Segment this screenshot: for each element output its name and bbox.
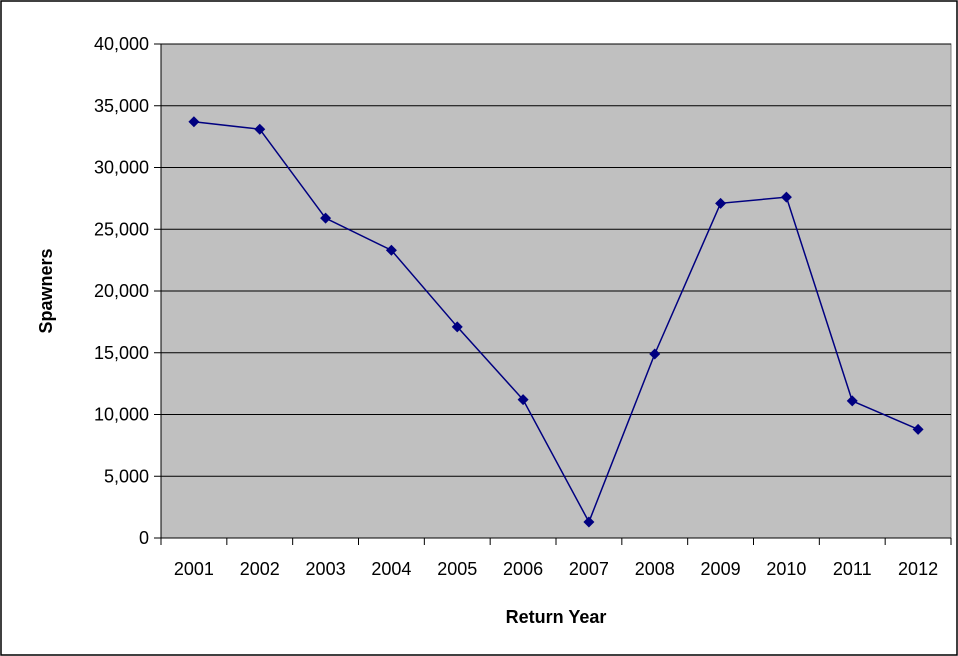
y-axis-title: Spawners — [36, 248, 56, 333]
y-tick-label: 5,000 — [104, 466, 149, 486]
data-point-marker — [715, 197, 727, 209]
y-tick-label: 35,000 — [94, 96, 149, 116]
series-line — [193, 121, 919, 524]
x-tick-label: 2004 — [371, 559, 411, 579]
x-tick-label: 2008 — [635, 559, 675, 579]
x-tick-label: 2002 — [240, 559, 280, 579]
data-point-marker — [188, 116, 200, 128]
data-point-marker — [780, 191, 792, 203]
x-tick-label: 2012 — [898, 559, 938, 579]
x-tick-label: 2007 — [569, 559, 609, 579]
x-tick-label: 2010 — [766, 559, 806, 579]
gridlines — [161, 43, 951, 477]
x-tick-label: 2006 — [503, 559, 543, 579]
x-tick-label: 2001 — [174, 559, 214, 579]
x-tick-labels: 2001 2002 2003 2004 2005 2006 2007 2008 2009 2010… — [174, 559, 938, 579]
x-tick-label: 2005 — [437, 559, 477, 579]
y-tick-labels: 0 5,000 10,000 15,000 20,000 25,000 30,000 35,0… — [94, 34, 149, 548]
y-tick-label: 20,000 — [94, 281, 149, 301]
y-tick-label: 30,000 — [94, 158, 149, 178]
x-axis-title: Return Year — [506, 607, 607, 627]
axes — [154, 43, 952, 545]
y-tick-label: 10,000 — [94, 405, 149, 425]
data-point-marker — [320, 212, 332, 224]
y-tick-label: 40,000 — [94, 34, 149, 54]
x-tick-label: 2011 — [833, 559, 872, 579]
data-point-marker — [385, 244, 397, 256]
data-point-marker — [912, 423, 924, 435]
series-layer — [188, 116, 924, 528]
x-tick-label: 2009 — [701, 559, 741, 579]
data-point-marker — [846, 395, 858, 407]
y-tick-label: 15,000 — [94, 343, 149, 363]
data-point-marker — [254, 123, 266, 135]
data-point-marker — [517, 394, 529, 406]
y-tick-label: 25,000 — [94, 219, 149, 239]
data-point-marker — [451, 321, 463, 333]
data-point-marker — [649, 348, 661, 360]
data-point-marker — [583, 516, 595, 528]
x-tick-label: 2003 — [306, 559, 346, 579]
y-tick-label: 0 — [139, 528, 149, 548]
